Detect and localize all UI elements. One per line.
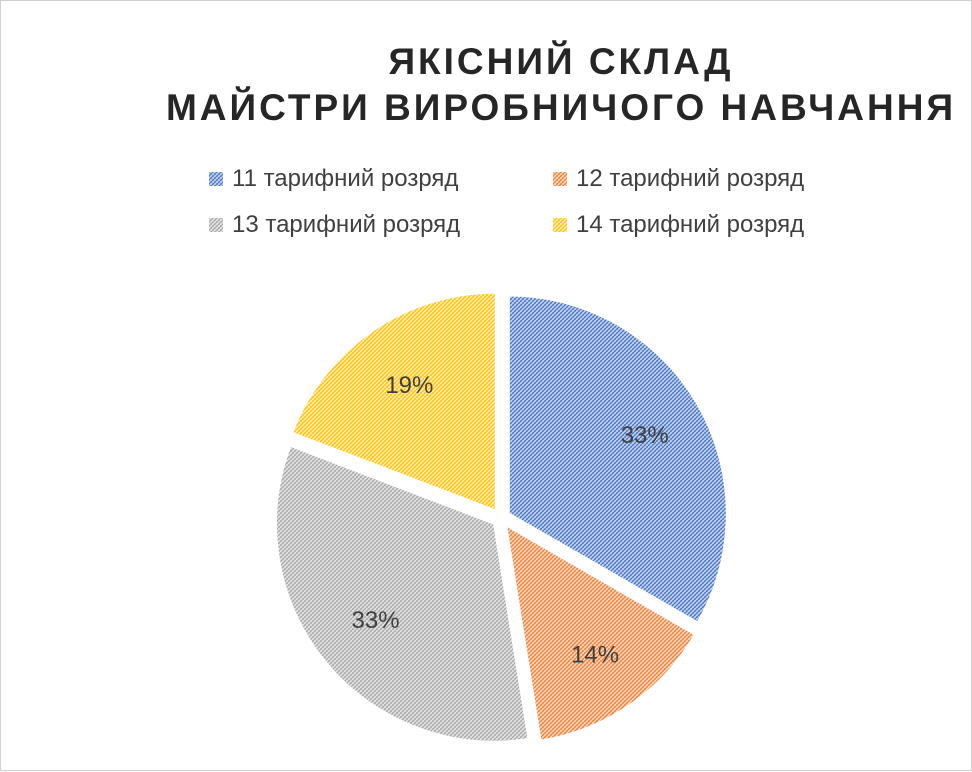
legend-swatch-14: [553, 218, 567, 232]
chart-title-line-1: ЯКІСНИЙ СКЛАД: [388, 41, 734, 82]
legend-label-12: 12 тарифний розряд: [576, 165, 805, 192]
pie-slice-12: [504, 523, 697, 742]
pie-slice-11: [507, 294, 728, 624]
legend-label-11: 11 тарифний розряд: [232, 165, 459, 192]
legend-swatch-11: [209, 172, 223, 186]
pie-label-14: 19%: [385, 372, 433, 399]
legend-item-11: 11 тарифний розряд: [209, 165, 458, 193]
pie-label-11: 33%: [621, 422, 669, 449]
pie-label-12: 14%: [571, 642, 619, 669]
chart-title: ЯКІСНИЙ СКЛАД МАЙСТРИ ВИРОБНИЧОГО НАВЧАН…: [131, 39, 972, 131]
legend-label-14: 14 тарифний розряд: [576, 211, 805, 238]
pie-percent-labels: 33% 14% 33% 19%: [352, 372, 669, 669]
pie-label-13: 33%: [352, 607, 400, 634]
chart-title-line-2: МАЙСТРИ ВИРОБНИЧОГО НАВЧАННЯ: [165, 87, 957, 128]
pie-slices: [275, 291, 728, 743]
pie-slice-13: [275, 444, 530, 743]
legend-swatch-13: [209, 218, 223, 232]
legend-label-13: 13 тарифний розряд: [232, 211, 461, 238]
legend-item-13: 13 тарифний розряд: [209, 211, 460, 239]
legend-swatch-12: [553, 172, 567, 186]
legend-item-12: 12 тарифний розряд: [553, 165, 804, 193]
pie-slice-14: [290, 291, 497, 513]
legend-item-14: 14 тарифний розряд: [553, 211, 804, 239]
